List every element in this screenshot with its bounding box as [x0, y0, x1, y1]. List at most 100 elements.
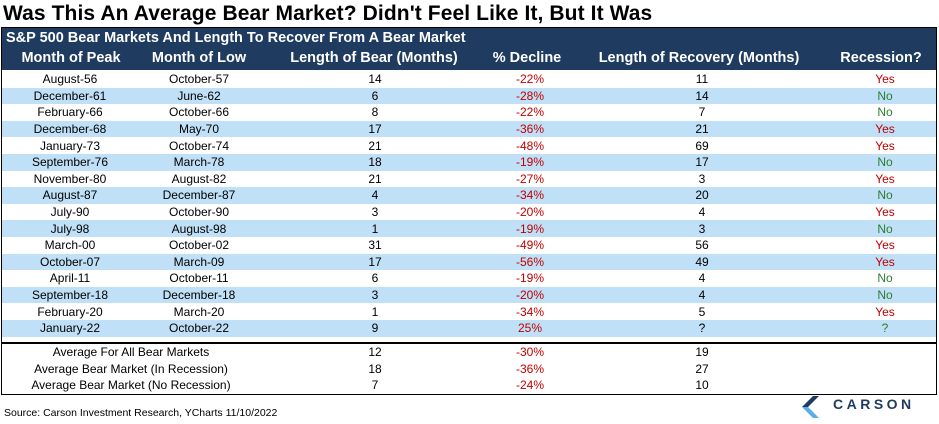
cell-length-of-recovery: 10	[695, 378, 709, 393]
cell-length-of-bear: 21	[368, 171, 382, 186]
cell-month-of-peak: November-80	[33, 171, 107, 186]
cell-length-of-recovery: 4	[698, 271, 706, 286]
cell-blank	[834, 361, 936, 378]
cell-month-of-peak: July-98	[2, 220, 138, 237]
cell-length-of-bear: 3	[260, 286, 490, 304]
cell-recession: No	[834, 286, 936, 304]
cell-decline: -19%	[490, 220, 570, 237]
cell-decline: -22%	[515, 72, 544, 87]
page-title: Was This An Average Bear Market? Didn't …	[3, 2, 653, 25]
cell-length-of-recovery: 17	[570, 153, 834, 171]
brand-wordmark: CARSON	[833, 396, 915, 412]
cell-decline: -19%	[515, 271, 544, 286]
column-header-month-of-peak: Month of Peak	[21, 50, 121, 66]
cell-decline: -19%	[490, 153, 570, 171]
cell-length-of-bear: 21	[368, 138, 382, 153]
table-frame	[1, 27, 937, 395]
table-row: April-11 October-11 6 -19% 4 No	[2, 270, 936, 287]
table-row: March-00 October-02 31 -49% 56 Yes	[2, 237, 936, 254]
cell-month-of-low: August-82	[171, 171, 227, 186]
average-row: Average Bear Market (No Recession) 7 -24% 1…	[2, 377, 936, 394]
cell-month-of-low: October-74	[168, 138, 230, 153]
cell-recession: Yes	[875, 304, 895, 319]
table-row: December-68 May-70 17 -36% 21 Yes	[2, 120, 936, 138]
cell-length-of-bear: 7	[371, 378, 379, 393]
table-row: January-73 October-74 21 -48% 69 Yes	[2, 137, 936, 154]
table-row: July-98 August-98 1 -19% 3 No	[2, 220, 936, 237]
cell-length-of-recovery: 27	[695, 361, 709, 376]
cell-month-of-low: March-78	[138, 153, 260, 171]
table-row: November-80 August-82 21 -27% 3 Yes	[2, 171, 936, 188]
column-header-month-of-low: Month of Low	[151, 50, 247, 66]
cell-recession: Yes	[875, 205, 895, 220]
table-row: December-61 June-62 6 -28% 14 No	[2, 87, 936, 105]
cell-month-of-low: June-62	[138, 87, 260, 105]
cell-recession: No	[834, 187, 936, 204]
cell-decline: -22%	[515, 105, 544, 120]
cell-decline: -36%	[490, 120, 570, 138]
cell-length-of-bear: 18	[260, 153, 490, 171]
source-note: Source: Carson Investment Research, YCha…	[4, 407, 278, 419]
cell-month-of-low: December-87	[138, 187, 260, 204]
cell-length-of-bear: 12	[368, 345, 382, 360]
cell-month-of-peak: April-11	[49, 271, 91, 286]
averages-divider	[2, 342, 936, 344]
cell-month-of-peak: October-07	[2, 253, 138, 271]
cell-average-label: Average For All Bear Markets	[52, 345, 210, 360]
cell-blank	[834, 377, 936, 394]
cell-recession: Yes	[875, 138, 895, 153]
cell-decline: -20%	[490, 286, 570, 304]
table-row: January-22 October-22 9 25%??	[2, 319, 936, 337]
cell-recession: No	[834, 87, 936, 105]
column-header-recession: Recession?	[840, 50, 922, 66]
column-header-decline: % Decline	[492, 50, 562, 66]
cell-length-of-recovery: 7	[698, 105, 706, 120]
cell-length-of-bear: 8	[371, 105, 379, 120]
cell-decline: -30%	[515, 345, 544, 360]
cell-recession: Yes	[834, 253, 936, 271]
cell-month-of-peak: December-61	[2, 87, 138, 105]
table-row: February-66 October-66 8 -22% 7 No	[2, 104, 936, 121]
cell-month-of-low: May-70	[138, 120, 260, 138]
cell-length-of-recovery: ?	[570, 319, 834, 337]
cell-recession: No	[877, 271, 893, 286]
table-row: July-90 October-90 3 -20% 4 Yes	[2, 204, 936, 221]
cell-length-of-bear: 18	[368, 361, 382, 376]
table-row: February-20 March-20 1 -34% 5 Yes	[2, 303, 936, 320]
cell-blank	[834, 344, 936, 361]
cell-month-of-low: March-09	[138, 253, 260, 271]
cell-decline: -27%	[515, 171, 544, 186]
table-header-bar	[2, 28, 936, 70]
carson-logo-icon	[802, 396, 819, 418]
table-row: August-56 October-57 14 -22% 11 Yes	[2, 71, 936, 88]
bear-market-table: August-56 October-57 14 -22% 11 Yes December-6…	[2, 71, 936, 337]
cell-length-of-bear: 6	[260, 87, 490, 105]
cell-decline: 25%	[490, 319, 570, 337]
cell-length-of-bear: 3	[371, 205, 379, 220]
cell-decline: -34%	[490, 187, 570, 204]
cell-recession: Yes	[834, 120, 936, 138]
cell-recession: Yes	[875, 238, 895, 253]
cell-decline: -49%	[515, 238, 544, 253]
cell-length-of-bear: 1	[260, 220, 490, 237]
cell-month-of-peak: September-76	[2, 153, 138, 171]
cell-month-of-low: October-11	[169, 271, 229, 286]
cell-month-of-low: October-22	[138, 319, 260, 337]
table-subtitle: S&P 500 Bear Markets And Length To Recov…	[6, 30, 466, 46]
cell-month-of-low: March-20	[173, 304, 225, 319]
column-header-length-of-bear: Length of Bear (Months)	[290, 50, 458, 66]
table-row: September-76 March-78 18 -19% 17 No	[2, 153, 936, 171]
cell-recession: Yes	[875, 171, 895, 186]
cell-recession: No	[877, 105, 893, 120]
cell-length-of-bear: 6	[371, 271, 379, 286]
cell-month-of-peak: December-68	[2, 120, 138, 138]
cell-length-of-bear: 14	[368, 72, 382, 87]
table-row: August-87 December-87 4 -34% 20 No	[2, 187, 936, 204]
cell-average-label: Average Bear Market (In Recession)	[34, 361, 228, 376]
cell-recession: Yes	[875, 72, 895, 87]
cell-length-of-recovery: 19	[695, 345, 709, 360]
cell-decline: -34%	[515, 304, 544, 319]
cell-length-of-recovery: 3	[570, 220, 834, 237]
cell-month-of-peak: January-22	[2, 319, 138, 337]
cell-length-of-recovery: 49	[570, 253, 834, 271]
